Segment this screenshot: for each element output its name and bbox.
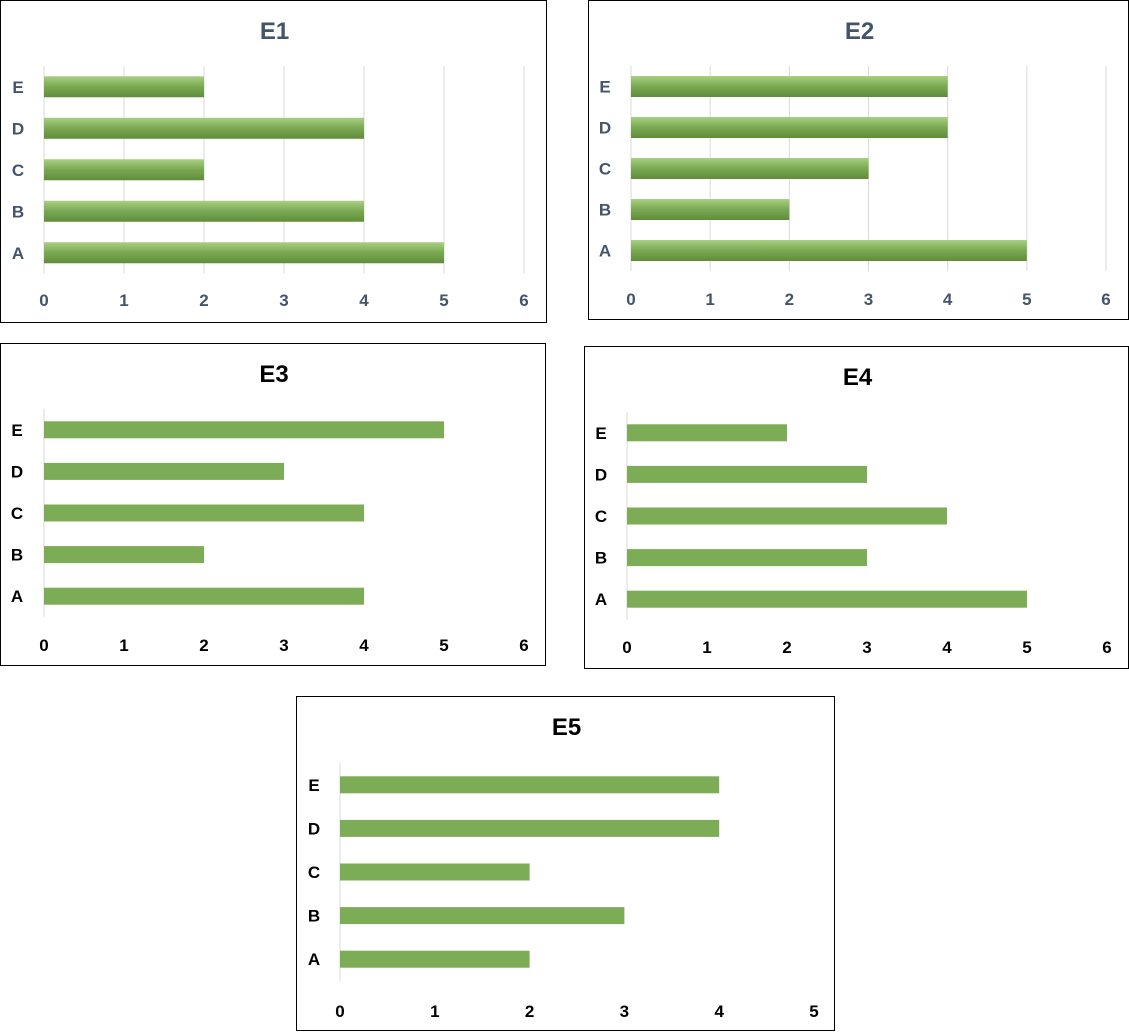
chart-e5-bar-c: [340, 863, 530, 881]
chart-e2-x-tick-label: 3: [864, 290, 873, 309]
chart-e4-title: E4: [843, 364, 873, 391]
chart-e1-svg: E1 A B C D E 0 1 2 3 4 5 6: [12, 18, 529, 310]
chart-e1-bar-d: [44, 117, 364, 139]
chart-e5-category-label: D: [308, 819, 320, 838]
chart-e2-bar-d: [631, 117, 948, 138]
chart-e1-bar-c: [44, 159, 204, 181]
chart-e4-x-tick-label: 2: [782, 638, 791, 657]
chart-e2-x-tick-label: 5: [1022, 290, 1031, 309]
chart-e4-category-label: A: [595, 590, 607, 609]
chart-e4-x-tick-label: 6: [1102, 638, 1111, 657]
chart-e3-x-tick-label: 6: [519, 636, 528, 655]
chart-e3-category-label: A: [11, 587, 23, 606]
chart-e2-x-tick-label: 2: [785, 290, 794, 309]
chart-e5-x-tick-label: 3: [620, 1002, 629, 1021]
chart-e1-bar-e: [44, 76, 204, 98]
chart-e4-bar-a: [627, 590, 1027, 608]
chart-e4-x-tick-label: 0: [622, 638, 631, 657]
chart-e1-x-tick-label: 4: [359, 291, 369, 310]
chart-e3-svg: E3 A B C D E 0 1 2 3 4 5 6: [11, 361, 529, 655]
chart-e3-bar-b: [44, 546, 204, 564]
chart-e2-category-label: D: [599, 119, 611, 138]
chart-e2-svg: E2 A B C D E 0 1 2 3 4 5 6: [599, 18, 1111, 309]
chart-e4-category-label: D: [595, 465, 607, 484]
chart-e5-bar-d: [340, 819, 720, 837]
chart-e3-x-tick-label: 4: [359, 636, 369, 655]
chart-e4-bar-e: [627, 424, 787, 442]
chart-e3-category-label: C: [11, 504, 23, 523]
chart-e4-svg: E4 A B C D E 0 1 2 3 4 5 6: [595, 364, 1112, 657]
chart-e2-category-label: B: [599, 201, 611, 220]
chart-e2-category-label: E: [599, 78, 610, 97]
chart-e1-title: E1: [260, 18, 289, 45]
chart-e3-x-tick-label: 1: [119, 636, 128, 655]
chart-e5-title: E5: [552, 714, 581, 741]
chart-e4-bar-d: [627, 465, 867, 483]
chart-e4: E4 A B C D E 0 1 2 3 4 5 6: [584, 346, 1129, 669]
chart-e1-category-label: A: [12, 244, 24, 263]
chart-e3-x-tick-label: 0: [39, 636, 48, 655]
chart-e5-x-tick-label: 2: [525, 1002, 534, 1021]
chart-e5-svg: E5 A B C D E 0 1 2 3 4 5: [308, 714, 819, 1021]
chart-e2-category-label: A: [599, 242, 611, 261]
chart-e5-x-tick-label: 0: [335, 1002, 344, 1021]
chart-e5-x-tick-label: 5: [809, 1002, 818, 1021]
chart-e3-category-label: D: [11, 462, 23, 481]
chart-e3-bar-a: [44, 587, 364, 605]
chart-e1-x-tick-label: 1: [119, 291, 128, 310]
chart-e5-category-label: A: [308, 950, 320, 969]
chart-e5-category-label: C: [308, 863, 320, 882]
chart-e3-bar-c: [44, 504, 364, 522]
chart-e1-x-tick-label: 3: [279, 291, 288, 310]
chart-e5-category-label: B: [308, 907, 320, 926]
chart-e3: E3 A B C D E 0 1 2 3 4 5 6: [0, 343, 546, 666]
chart-e2-x-tick-label: 4: [943, 290, 953, 309]
chart-e4-category-label: C: [595, 507, 607, 526]
chart-e2-bar-a: [631, 240, 1027, 261]
chart-e4-category-label: B: [595, 549, 607, 568]
chart-e1-category-label: E: [12, 78, 23, 97]
chart-e1-x-tick-label: 2: [199, 291, 208, 310]
chart-e3-category-label: E: [11, 421, 22, 440]
chart-e1-category-label: B: [12, 202, 24, 221]
chart-e5-x-tick-label: 1: [430, 1002, 439, 1021]
chart-e1-bar-b: [44, 200, 364, 222]
chart-e3-x-tick-label: 5: [439, 636, 448, 655]
chart-e1-category-label: C: [12, 161, 24, 180]
chart-e2-title: E2: [845, 18, 874, 45]
chart-e1-x-tick-label: 0: [39, 291, 48, 310]
chart-e4-x-tick-label: 4: [942, 638, 952, 657]
chart-e2-bar-e: [631, 76, 948, 97]
chart-e2-x-tick-label: 0: [626, 290, 635, 309]
chart-e4-x-tick-label: 5: [1022, 638, 1031, 657]
chart-e1-bar-a: [44, 242, 444, 264]
chart-e4-bar-b: [627, 549, 867, 567]
chart-e1-x-tick-label: 6: [519, 291, 528, 310]
chart-e2-bar-c: [631, 158, 869, 179]
chart-e3-x-tick-label: 3: [279, 636, 288, 655]
chart-e1: E1 A B C D E 0 1 2 3 4 5 6: [0, 0, 547, 323]
chart-e2-x-tick-label: 1: [705, 290, 714, 309]
chart-e3-title: E3: [259, 361, 288, 388]
chart-e1-x-tick-label: 5: [439, 291, 448, 310]
chart-e2-category-label: C: [599, 160, 611, 179]
chart-e3-bar-e: [44, 421, 444, 439]
chart-e4-category-label: E: [595, 424, 606, 443]
chart-e2-bar-b: [631, 199, 790, 220]
chart-e5-bar-a: [340, 950, 530, 968]
chart-e5-bar-e: [340, 776, 720, 794]
chart-e3-bar-d: [44, 462, 284, 480]
chart-e2: E2 A B C D E 0 1 2 3 4 5 6: [588, 0, 1129, 320]
chart-e4-x-tick-label: 1: [702, 638, 711, 657]
chart-e2-x-tick-label: 6: [1101, 290, 1110, 309]
chart-e4-x-tick-label: 3: [862, 638, 871, 657]
chart-e3-x-tick-label: 2: [199, 636, 208, 655]
chart-e5-category-label: E: [308, 776, 319, 795]
chart-e5: E5 A B C D E 0 1 2 3 4 5: [296, 696, 835, 1031]
chart-e1-category-label: D: [12, 119, 24, 138]
chart-e3-category-label: B: [11, 546, 23, 565]
chart-e4-bar-c: [627, 507, 947, 525]
chart-e5-bar-b: [340, 907, 625, 925]
chart-e5-x-tick-label: 4: [714, 1002, 724, 1021]
